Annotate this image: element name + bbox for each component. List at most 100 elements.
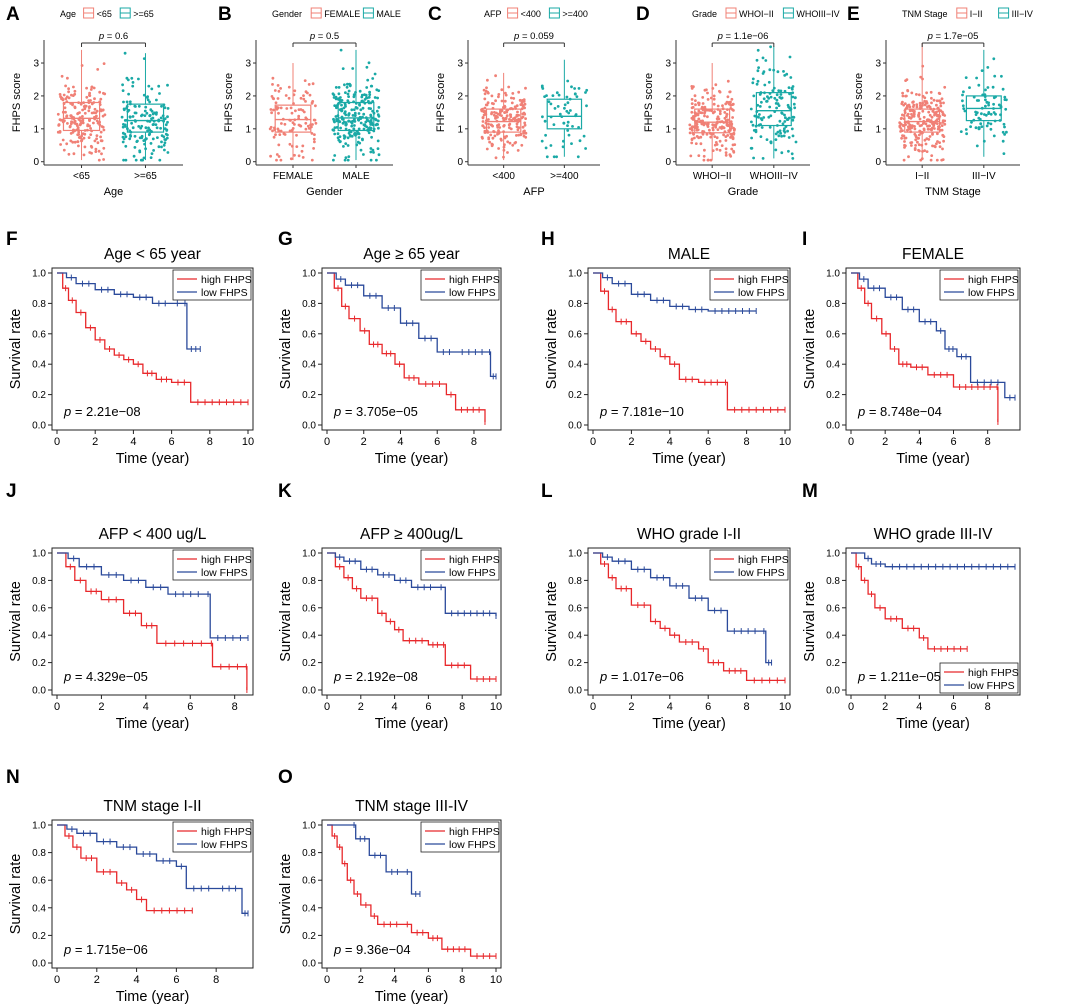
data-point bbox=[577, 126, 580, 129]
y-tick-label: 0 bbox=[875, 157, 881, 168]
data-point bbox=[362, 127, 366, 131]
data-point bbox=[928, 135, 932, 138]
data-point bbox=[490, 94, 494, 98]
data-point bbox=[90, 111, 94, 115]
data-point bbox=[566, 124, 569, 127]
data-point bbox=[929, 158, 933, 162]
x-tick-label: <65 bbox=[73, 171, 90, 182]
data-point bbox=[690, 102, 694, 105]
data-point bbox=[129, 134, 132, 137]
x-axis-label: Time (year) bbox=[375, 451, 449, 467]
data-point bbox=[362, 153, 365, 156]
data-point bbox=[511, 92, 515, 95]
data-point bbox=[128, 115, 132, 119]
data-point bbox=[695, 126, 698, 130]
data-point bbox=[488, 140, 491, 144]
data-point bbox=[765, 138, 769, 142]
data-point bbox=[943, 114, 947, 117]
x-tick-label: 6 bbox=[950, 436, 956, 448]
data-point bbox=[304, 100, 307, 103]
data-point bbox=[791, 118, 795, 122]
data-point bbox=[547, 100, 551, 103]
data-point bbox=[969, 125, 972, 129]
y-tick-label: 0.8 bbox=[32, 299, 46, 310]
survival-curve-low bbox=[327, 552, 497, 616]
data-point bbox=[358, 89, 362, 93]
data-point bbox=[918, 149, 921, 153]
y-tick-label: 0 bbox=[665, 157, 671, 168]
data-point bbox=[100, 152, 103, 156]
data-point bbox=[915, 93, 918, 96]
data-point bbox=[159, 126, 163, 130]
data-point bbox=[359, 108, 363, 112]
data-point bbox=[989, 112, 993, 116]
x-tick-label: 4 bbox=[392, 701, 398, 713]
data-point bbox=[497, 147, 500, 150]
data-point bbox=[492, 113, 496, 117]
legend-entry: high FHPS bbox=[449, 826, 500, 838]
data-point bbox=[295, 133, 298, 137]
data-point bbox=[1005, 130, 1008, 134]
data-point bbox=[763, 83, 767, 87]
data-point bbox=[278, 133, 282, 137]
data-point bbox=[146, 98, 150, 102]
data-point bbox=[154, 123, 158, 126]
data-point bbox=[73, 106, 77, 110]
y-tick-label: 0.8 bbox=[568, 299, 582, 310]
data-point bbox=[508, 141, 512, 145]
data-point bbox=[750, 136, 753, 140]
data-point bbox=[158, 158, 162, 162]
data-point bbox=[910, 126, 913, 130]
data-point bbox=[312, 147, 315, 150]
data-point bbox=[780, 134, 783, 138]
data-point bbox=[783, 127, 786, 130]
data-point bbox=[483, 129, 487, 133]
data-point bbox=[501, 116, 505, 120]
data-point bbox=[939, 104, 943, 108]
data-point bbox=[767, 115, 771, 119]
data-point bbox=[353, 120, 357, 123]
data-point bbox=[754, 128, 758, 132]
data-point bbox=[975, 76, 978, 80]
data-point bbox=[359, 148, 363, 152]
data-point bbox=[712, 97, 716, 101]
data-point bbox=[367, 95, 371, 99]
x-axis-label: Time (year) bbox=[116, 451, 190, 467]
data-point bbox=[761, 56, 765, 60]
data-point bbox=[910, 91, 914, 95]
data-point bbox=[84, 104, 88, 108]
data-point bbox=[916, 140, 919, 144]
data-point bbox=[716, 128, 720, 132]
y-tick-label: 0.2 bbox=[32, 931, 46, 942]
data-point bbox=[522, 134, 526, 138]
data-point bbox=[289, 157, 293, 161]
data-point bbox=[523, 123, 527, 127]
data-point bbox=[76, 140, 80, 144]
legend-entry: MALE bbox=[376, 9, 401, 19]
data-point bbox=[706, 115, 709, 119]
x-tick-label: 2 bbox=[98, 701, 104, 713]
data-point bbox=[708, 128, 711, 132]
panel-label: D bbox=[636, 4, 650, 25]
data-point bbox=[760, 100, 763, 104]
data-point bbox=[122, 100, 125, 104]
y-tick-label: 0.0 bbox=[302, 421, 316, 432]
data-point bbox=[504, 93, 508, 97]
data-point bbox=[334, 95, 338, 99]
data-point bbox=[783, 120, 787, 123]
data-point bbox=[518, 99, 522, 102]
legend-title: Grade bbox=[692, 9, 717, 19]
data-point bbox=[701, 102, 705, 105]
data-point bbox=[566, 129, 570, 132]
data-point bbox=[89, 88, 93, 91]
data-point bbox=[497, 129, 500, 132]
data-point bbox=[500, 88, 504, 92]
data-point bbox=[903, 143, 906, 147]
data-point bbox=[367, 107, 371, 110]
data-point bbox=[962, 90, 965, 94]
km-panel-O: O TNM stage III-IV 0.0 0.2 0.4 0.6 0.8 1.0 0 2 4 6 8… bbox=[278, 767, 502, 1005]
data-point bbox=[690, 138, 694, 142]
data-point bbox=[128, 100, 132, 104]
data-point bbox=[483, 97, 487, 101]
data-point bbox=[569, 109, 572, 112]
